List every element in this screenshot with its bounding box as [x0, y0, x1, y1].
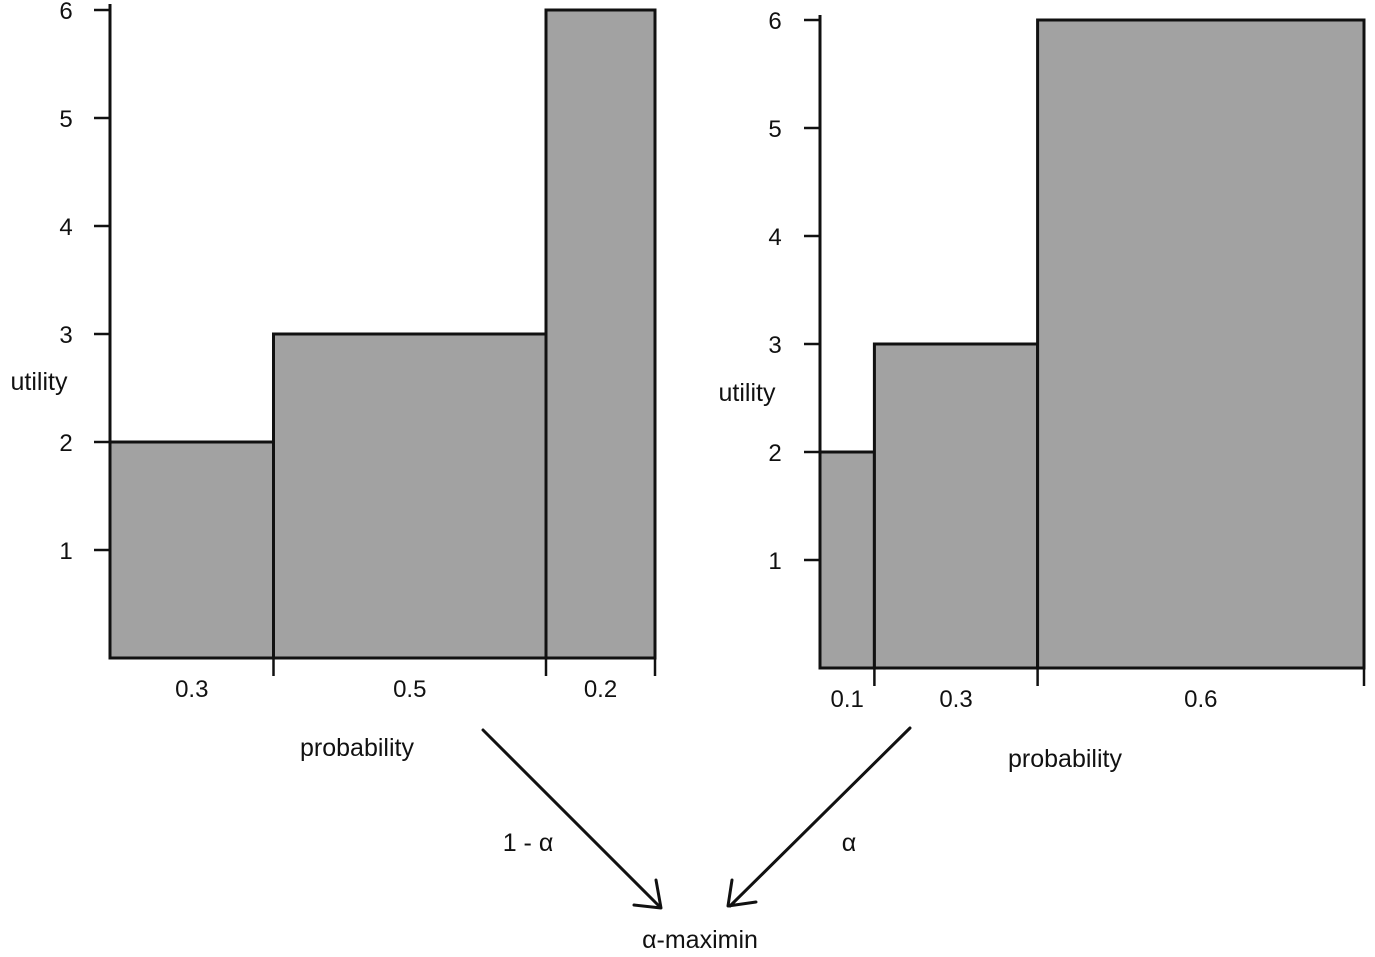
left-xlabel: probability — [300, 734, 414, 762]
left-y-tick-label-1: 1 — [59, 538, 72, 565]
left-ylabel: utility — [11, 368, 68, 396]
left-y-tick-label-6: 6 — [59, 0, 72, 25]
right-bar-2 — [872, 342, 1040, 670]
left-bar-1 — [108, 440, 275, 660]
right-weight-label: α — [842, 829, 856, 857]
left-y-tick-label-3: 3 — [59, 322, 72, 349]
combination-diagram: 1 - α α α-maximin — [481, 726, 912, 954]
left-bar-label-3: 0.2 — [584, 676, 617, 703]
right-bar-label-2: 0.3 — [939, 686, 972, 713]
right-bar-1 — [818, 450, 876, 670]
right-histogram: 0.1 0.3 0.6 1 2 3 4 5 6 utility probability — [719, 8, 1366, 773]
right-bar-3 — [1036, 18, 1366, 670]
right-arrow-shaft — [728, 726, 912, 908]
left-bar-label-2: 0.5 — [393, 676, 426, 703]
right-arrowhead — [726, 878, 758, 908]
right-y-tick-label-1: 1 — [768, 548, 781, 575]
right-y-tick-label-6: 6 — [768, 8, 781, 35]
left-y-tick-label-2: 2 — [59, 430, 72, 457]
left-y-tick-label-4: 4 — [59, 214, 72, 241]
right-bar-label-3: 0.6 — [1184, 686, 1217, 713]
right-y-tick-label-5: 5 — [768, 116, 781, 143]
right-xlabel: probability — [1008, 745, 1122, 773]
left-bar-2 — [272, 332, 548, 660]
left-arrow-shaft — [481, 728, 662, 909]
left-arrowhead — [632, 878, 663, 910]
result-label: α-maximin — [642, 926, 758, 954]
left-y-tick-label-5: 5 — [59, 106, 72, 133]
left-histogram: 0.3 0.5 0.2 1 2 3 4 5 6 utility probability — [11, 0, 657, 762]
left-bar-label-1: 0.3 — [175, 676, 208, 703]
left-bar-3 — [544, 8, 657, 660]
right-ylabel: utility — [719, 379, 776, 407]
right-bar-label-1: 0.1 — [831, 686, 864, 713]
right-y-tick-label-2: 2 — [768, 440, 781, 467]
left-weight-label: 1 - α — [503, 829, 554, 857]
right-y-tick-label-4: 4 — [768, 224, 781, 251]
right-y-tick-label-3: 3 — [768, 332, 781, 359]
